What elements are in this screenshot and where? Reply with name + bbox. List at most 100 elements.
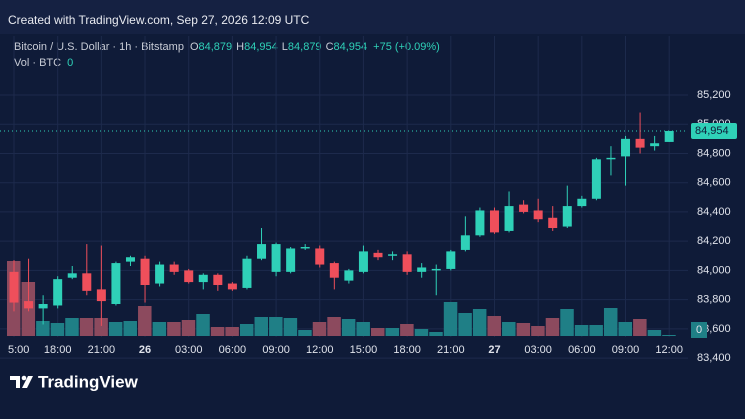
volume-bar xyxy=(443,302,458,336)
volume-bar xyxy=(312,322,327,336)
header-band xyxy=(0,0,745,34)
candle-body xyxy=(286,248,296,272)
x-tick-label: 09:00 xyxy=(612,344,640,356)
candle-body xyxy=(635,138,645,148)
legend-key: C xyxy=(326,41,334,53)
chart-title: Created with TradingView.com, Sep 27, 20… xyxy=(8,13,310,27)
y-tick-label: 84,600 xyxy=(697,177,731,189)
candle-body xyxy=(402,254,412,272)
legend-value: 84,879 xyxy=(288,41,322,53)
candle-body xyxy=(24,301,34,309)
volume-bar xyxy=(254,317,269,336)
candle-body xyxy=(460,235,470,250)
volume-bar xyxy=(618,322,633,336)
legend-key: H xyxy=(236,41,244,53)
candle-body xyxy=(388,254,398,256)
volume-bar xyxy=(516,323,531,336)
volume-bar xyxy=(196,314,210,336)
candle-body xyxy=(9,271,19,303)
x-tick-label: 06:00 xyxy=(219,344,247,356)
candle-body xyxy=(344,270,354,281)
volume-bar xyxy=(108,322,123,336)
candle-body xyxy=(373,252,383,258)
candle-body xyxy=(315,248,325,265)
volume-bar xyxy=(36,321,50,336)
volume-bar xyxy=(356,322,370,336)
volume-bar xyxy=(341,319,356,336)
candle-body xyxy=(577,198,587,207)
candle-body xyxy=(227,283,237,290)
candle-body xyxy=(519,204,529,212)
volume-bar xyxy=(458,313,472,336)
volume-bar xyxy=(385,328,400,336)
x-tick-label: 27 xyxy=(488,344,500,356)
candle-body xyxy=(82,273,92,291)
candle-body xyxy=(53,279,63,306)
candle-body xyxy=(300,247,310,249)
volume-bar xyxy=(574,325,589,336)
candle-body xyxy=(562,206,572,227)
x-tick-label: 12:00 xyxy=(655,344,683,356)
volume-bar xyxy=(94,318,108,336)
candle-body xyxy=(198,274,208,283)
volume-tick-label: 0 xyxy=(696,324,702,336)
volume-bar xyxy=(283,318,298,336)
volume-bar xyxy=(371,328,385,336)
symbol: Bitcoin / U.S. Dollar · 1h · Bitstamp xyxy=(14,41,184,53)
x-tick-label: 03:00 xyxy=(524,344,552,356)
x-tick-label: 03:00 xyxy=(175,344,203,356)
candle-body xyxy=(242,258,252,288)
volume-bar xyxy=(65,318,79,336)
volume-bar xyxy=(647,330,662,336)
candle-body xyxy=(489,210,499,233)
y-tick-label: 84,800 xyxy=(697,147,731,159)
candle-body xyxy=(140,258,150,286)
legend-key: L xyxy=(282,41,288,53)
volume-bar xyxy=(545,318,560,336)
x-tick-label: 21:00 xyxy=(437,344,465,356)
candle-body xyxy=(533,210,543,220)
candle-body xyxy=(606,157,616,160)
volume-bar xyxy=(603,308,618,336)
candle-body xyxy=(417,267,427,272)
volume-bar xyxy=(123,321,137,336)
candle-body xyxy=(504,206,514,231)
volume-title: Vol · BTC xyxy=(14,57,61,69)
x-tick-label: 12:00 xyxy=(306,344,334,356)
candle-body xyxy=(111,263,121,305)
volume-bar xyxy=(167,322,181,336)
volume-value: 0 xyxy=(67,57,73,69)
candle-body xyxy=(591,159,601,199)
candle-body xyxy=(446,251,456,269)
candle-body xyxy=(621,138,631,157)
legend-change: +75 (+0.09%) xyxy=(373,41,440,53)
candle-body xyxy=(38,304,48,309)
candle-body xyxy=(96,289,106,302)
volume-bar xyxy=(531,326,545,336)
volume-bar xyxy=(50,323,65,336)
volume-bar xyxy=(662,335,676,336)
y-tick-label: 84,200 xyxy=(697,235,731,247)
x-tick-label: 06:00 xyxy=(568,344,596,356)
x-tick-label: 5:00 xyxy=(8,344,29,356)
volume-bar xyxy=(152,322,167,336)
volume-bar xyxy=(589,325,603,336)
candle-body xyxy=(169,264,179,272)
brand-logo xyxy=(10,375,33,388)
volume-bar xyxy=(414,329,429,336)
candle-body xyxy=(257,244,267,259)
x-tick-label: 09:00 xyxy=(262,344,290,356)
candle-body xyxy=(664,130,674,142)
y-tick-label: 83,800 xyxy=(697,294,731,306)
volume-bar xyxy=(210,327,225,336)
legend-key: O xyxy=(190,41,199,53)
x-tick-label: 26 xyxy=(139,344,151,356)
candle-body xyxy=(67,273,77,278)
volume-bar xyxy=(400,324,414,336)
volume-bar xyxy=(487,316,501,336)
y-tick-label: 83,400 xyxy=(697,352,731,364)
candle-body xyxy=(548,217,558,229)
volume-bar xyxy=(560,309,574,336)
